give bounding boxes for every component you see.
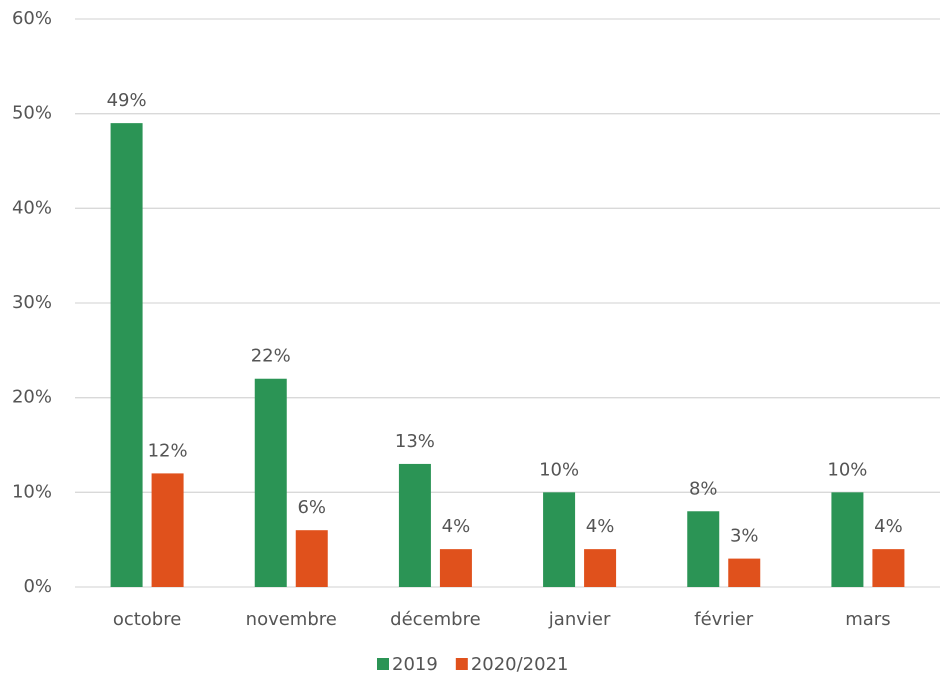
x-tick-label: novembre — [246, 609, 337, 630]
value-label: 10% — [827, 459, 867, 480]
x-tick-label: février — [694, 609, 754, 630]
value-label: 10% — [539, 459, 579, 480]
legend-swatch — [455, 658, 468, 670]
bar — [254, 378, 287, 587]
bar — [687, 511, 720, 587]
bar — [728, 558, 761, 587]
value-label: 4% — [586, 516, 615, 537]
value-label: 49% — [107, 90, 147, 111]
y-tick-label: 10% — [12, 481, 52, 502]
value-label: 13% — [395, 431, 435, 452]
value-label: 12% — [148, 440, 188, 461]
x-tick-label: octobre — [113, 609, 181, 630]
value-label: 22% — [251, 346, 291, 367]
value-label: 4% — [874, 516, 903, 537]
bar — [110, 123, 143, 587]
bar — [295, 530, 328, 587]
bar — [831, 492, 864, 587]
bar — [543, 492, 576, 587]
value-label: 6% — [297, 497, 326, 518]
x-tick-label: janvier — [548, 609, 611, 630]
legend-swatch — [377, 658, 389, 670]
y-tick-label: 20% — [12, 387, 52, 408]
y-tick-label: 40% — [12, 197, 52, 218]
bar — [439, 549, 472, 587]
y-tick-label: 30% — [12, 292, 52, 313]
x-tick-label: mars — [845, 609, 890, 630]
bar — [398, 463, 431, 587]
legend-label: 2019 — [392, 654, 438, 675]
value-label: 4% — [442, 516, 471, 537]
x-tick-label: décembre — [390, 609, 481, 630]
bar — [151, 473, 184, 587]
y-tick-label: 50% — [12, 103, 52, 124]
y-tick-label: 0% — [23, 576, 52, 597]
value-label: 8% — [689, 478, 718, 499]
legend-label: 2020/2021 — [471, 654, 569, 675]
bar — [584, 549, 617, 587]
bar — [872, 549, 905, 587]
y-tick-label: 60% — [12, 8, 52, 29]
value-label: 3% — [730, 526, 759, 547]
